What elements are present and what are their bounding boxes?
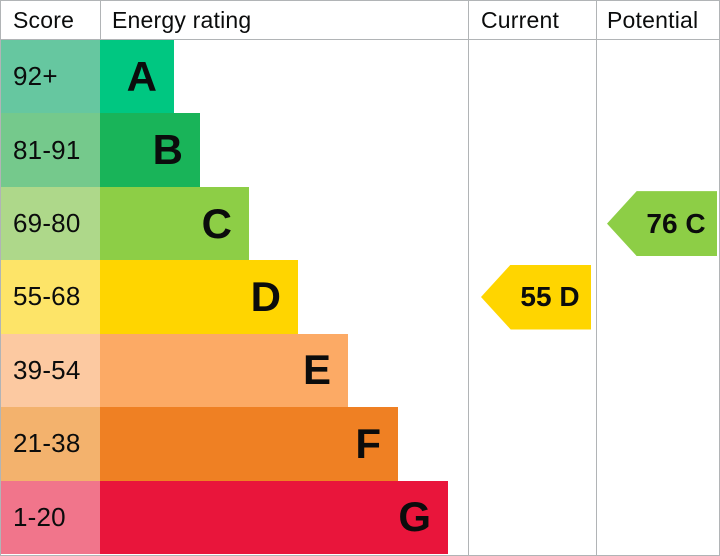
band-letter: B <box>152 126 183 174</box>
band-row-f: 21-38 F <box>1 407 467 481</box>
potential-rating-label: 76 C <box>646 207 706 239</box>
rating-bar: B <box>100 113 200 187</box>
score-header: Score <box>13 7 75 33</box>
potential-rating-arrow: 76 C <box>607 191 717 257</box>
rating-bar: A <box>100 40 174 114</box>
score-cell: 55-68 <box>1 260 100 334</box>
band-row-c: 69-80 C <box>1 186 467 261</box>
rating-bar: C <box>100 186 249 261</box>
rating-bands: 92+ A 81-91 B 69-80 C 55-68 D 39-54 E 21… <box>1 40 467 554</box>
rating-bar: D <box>100 260 298 334</box>
band-letter: G <box>398 493 431 541</box>
potential-header: Potential <box>607 7 699 33</box>
rating-bar: G <box>100 480 448 554</box>
band-row-g: 1-20 G <box>1 480 467 554</box>
score-cell: 69-80 <box>1 186 100 261</box>
band-row-a: 92+ A <box>1 40 467 114</box>
score-cell: 39-54 <box>1 333 100 408</box>
band-letter: D <box>250 272 281 320</box>
current-rating-arrow: 55 D <box>481 264 591 330</box>
band-letter: E <box>302 346 331 394</box>
current-header: Current <box>481 7 560 33</box>
potential-column-divider <box>596 1 597 555</box>
score-cell: 92+ <box>1 40 100 114</box>
band-row-d: 55-68 D <box>1 260 467 334</box>
rating-bar: E <box>100 333 348 408</box>
band-row-b: 81-91 B <box>1 113 467 187</box>
energy-rating-header: Energy rating <box>112 7 252 33</box>
band-letter: C <box>201 199 232 247</box>
band-row-e: 39-54 E <box>1 333 467 408</box>
current-rating-label: 55 D <box>520 281 580 312</box>
current-column-divider <box>468 1 469 555</box>
rating-bar: F <box>100 407 398 481</box>
band-letter: F <box>355 419 381 467</box>
band-letter: A <box>126 52 157 100</box>
score-cell: 1-20 <box>1 480 100 554</box>
score-column-divider <box>100 1 101 40</box>
score-cell: 21-38 <box>1 407 100 481</box>
header-divider <box>1 39 719 40</box>
score-cell: 81-91 <box>1 113 100 187</box>
